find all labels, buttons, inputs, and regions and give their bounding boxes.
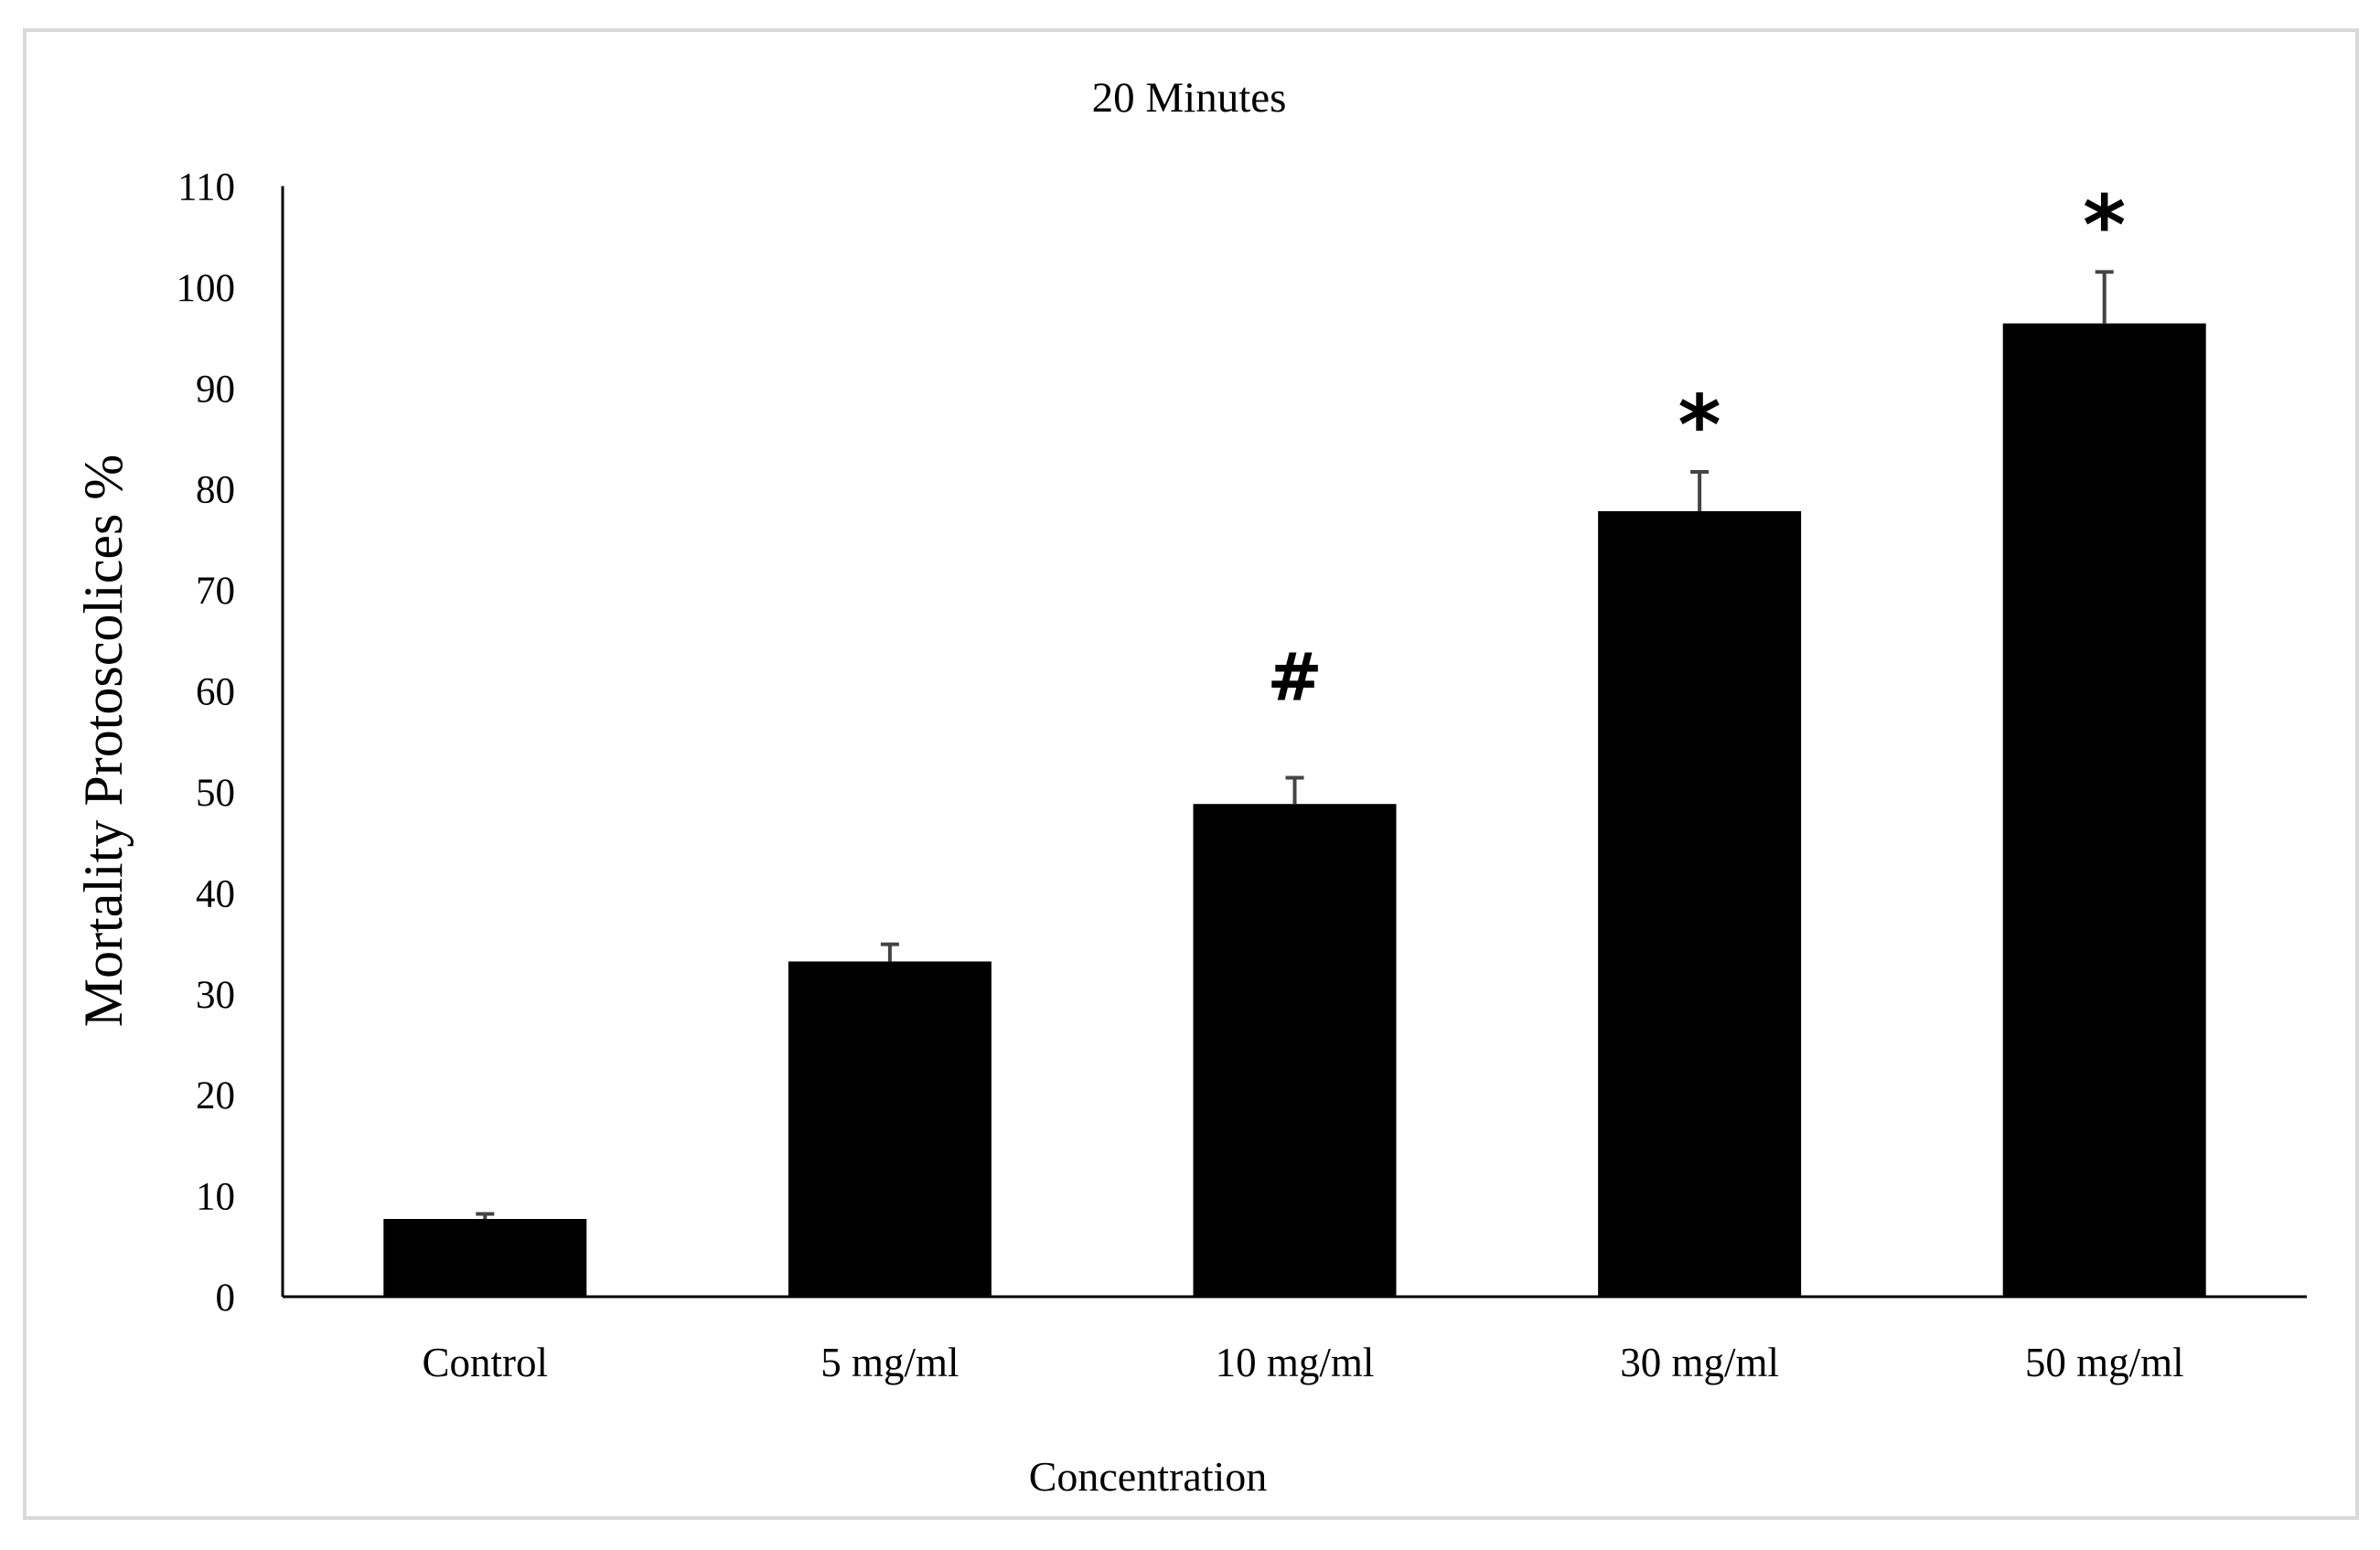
y-tick-label: 10 <box>196 1176 235 1219</box>
y-tick-label: 100 <box>177 267 236 310</box>
bar <box>383 1218 587 1297</box>
y-tick-label: 80 <box>196 469 235 512</box>
y-axis-label: Mortality Protoscolices % <box>73 454 134 1028</box>
x-axis-label: Concentration <box>1029 1453 1268 1500</box>
y-tick-label: 20 <box>196 1074 235 1117</box>
bar <box>1193 804 1397 1297</box>
significance-marker: # <box>1267 638 1322 715</box>
bar <box>2002 323 2206 1297</box>
bar <box>1598 511 1802 1297</box>
y-tick-label: 50 <box>196 772 235 815</box>
significance-marker: * <box>2083 177 2126 273</box>
y-tick-label: 70 <box>196 570 235 613</box>
x-tick-label: 30 mg/ml <box>1620 1340 1779 1385</box>
x-tick-label: Control <box>423 1340 549 1385</box>
y-tick-label: 60 <box>196 671 235 714</box>
significance-marker: * <box>1678 378 1721 474</box>
y-tick-label: 0 <box>216 1277 236 1320</box>
bar <box>788 961 992 1297</box>
y-tick-label: 40 <box>196 872 235 915</box>
y-tick-label: 30 <box>196 974 235 1017</box>
x-tick-label: 50 mg/ml <box>2025 1340 2184 1385</box>
y-tick-label: 110 <box>177 166 235 209</box>
y-tick-label: 90 <box>196 368 235 411</box>
x-tick-label: 5 mg/ml <box>820 1340 959 1385</box>
x-tick-label: 10 mg/ml <box>1216 1340 1375 1385</box>
chart-title: 20 Minutes <box>1092 74 1287 122</box>
